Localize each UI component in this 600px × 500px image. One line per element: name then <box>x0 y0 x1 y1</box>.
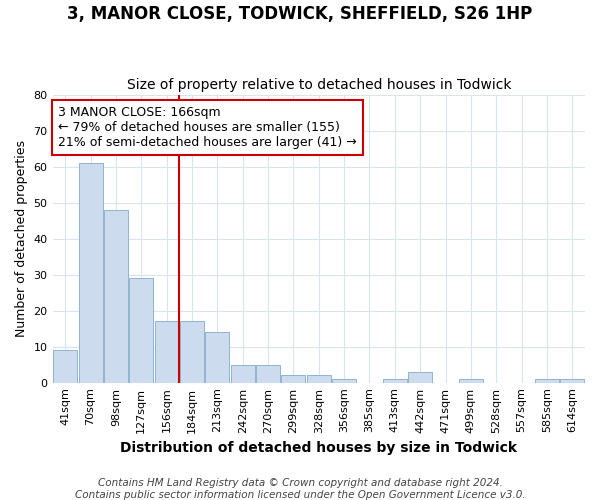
Bar <box>129 278 154 382</box>
Bar <box>180 322 204 382</box>
Bar <box>307 376 331 382</box>
Bar <box>155 322 179 382</box>
Bar <box>332 379 356 382</box>
Bar <box>205 332 229 382</box>
Bar <box>535 379 559 382</box>
Bar <box>408 372 432 382</box>
Text: 3, MANOR CLOSE, TODWICK, SHEFFIELD, S26 1HP: 3, MANOR CLOSE, TODWICK, SHEFFIELD, S26 … <box>67 5 533 23</box>
Bar <box>230 364 255 382</box>
Text: 3 MANOR CLOSE: 166sqm
← 79% of detached houses are smaller (155)
21% of semi-det: 3 MANOR CLOSE: 166sqm ← 79% of detached … <box>58 106 356 149</box>
Bar <box>256 364 280 382</box>
Bar <box>53 350 77 382</box>
Title: Size of property relative to detached houses in Todwick: Size of property relative to detached ho… <box>127 78 511 92</box>
Y-axis label: Number of detached properties: Number of detached properties <box>15 140 28 337</box>
Text: Contains HM Land Registry data © Crown copyright and database right 2024.
Contai: Contains HM Land Registry data © Crown c… <box>74 478 526 500</box>
Bar <box>79 163 103 382</box>
Bar <box>383 379 407 382</box>
Bar <box>560 379 584 382</box>
Bar <box>459 379 483 382</box>
Bar <box>104 210 128 382</box>
X-axis label: Distribution of detached houses by size in Todwick: Distribution of detached houses by size … <box>120 441 517 455</box>
Bar <box>281 376 305 382</box>
